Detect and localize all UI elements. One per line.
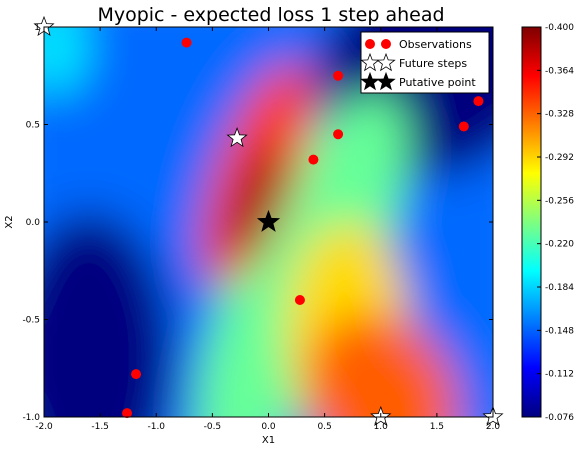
legend-marker-observations [381,39,391,49]
colorbar-tick-label: -0.256 [545,196,574,206]
colorbar-tick-label: -0.292 [545,153,574,163]
colorbar-tick-label: -0.220 [545,240,574,250]
chart-title: Myopic - expected loss 1 step ahead [97,4,444,26]
colorbar-tick-label: -0.112 [545,370,574,380]
legend-label: Putative point [399,76,476,89]
colorbar-tick-label: -0.076 [545,413,574,423]
contour-field [44,27,493,417]
x-tick-label: -1.0 [147,422,165,432]
x-tick-label: -1.5 [91,422,109,432]
x-tick-label: 2.0 [486,422,501,432]
colorbar-tick-label: -0.328 [545,110,574,120]
observation-point [122,408,133,419]
x-tick-label: 1.0 [374,422,389,432]
plot-area: -2.0 -1.5 -1.0 -0.5 0.0 0.5 1.0 1.5 2.0 10.50.0-… [4,15,504,446]
legend-marker-star [376,52,396,72]
legend-label: Future steps [399,57,467,70]
y-tick-label: -0.5 [22,316,40,326]
colorbar: -0.076 -0.112 -0.148 -0.184 -0.220 -0.256 -0.2… [521,23,574,423]
legend-marker-star [360,71,380,91]
x-tick-label: 0.0 [261,422,276,432]
legend-label: Observations [399,38,472,51]
x-tick-label: 0.5 [317,422,331,432]
observation-point [333,70,344,81]
x-axis: -2.0 -1.5 -1.0 -0.5 0.0 0.5 1.0 1.5 2.0 [35,27,500,432]
x-tick-label: -2.0 [35,422,53,432]
legend-marker-observations [365,39,375,49]
x-tick-label: 1.5 [430,422,444,432]
y-tick-label: 0.0 [26,218,41,228]
observation-point [181,37,192,48]
y-tick-label: 1 [34,23,40,33]
colorbar-tick-label: -0.184 [545,283,574,293]
legend: Observations Future steps Putative point [360,31,490,94]
x-tick-label: -0.5 [204,422,222,432]
legend-marker-star [360,52,380,72]
observation-point [473,96,484,107]
y-axis: 1 0.5 0.0 -0.5 -1.0 [22,23,493,423]
future-step-star [226,127,248,148]
colorbar-tick-label: -0.400 [545,23,574,33]
observation-point [308,154,319,165]
y-tick-label: 0.5 [26,121,40,131]
colorbar-tick-label: -0.148 [545,326,574,336]
observation-point [131,369,142,380]
observation-point [458,121,469,132]
colorbar-scale [521,26,542,418]
y-axis-label: X2 [4,215,15,228]
colorbar-tick-label: -0.364 [545,66,574,76]
observation-point [333,129,344,140]
putative-point-star [256,209,281,232]
y-tick-label: -1.0 [22,413,40,423]
observation-point [294,295,305,305]
legend-marker-star [376,71,396,91]
x-axis-label: X1 [262,435,275,446]
